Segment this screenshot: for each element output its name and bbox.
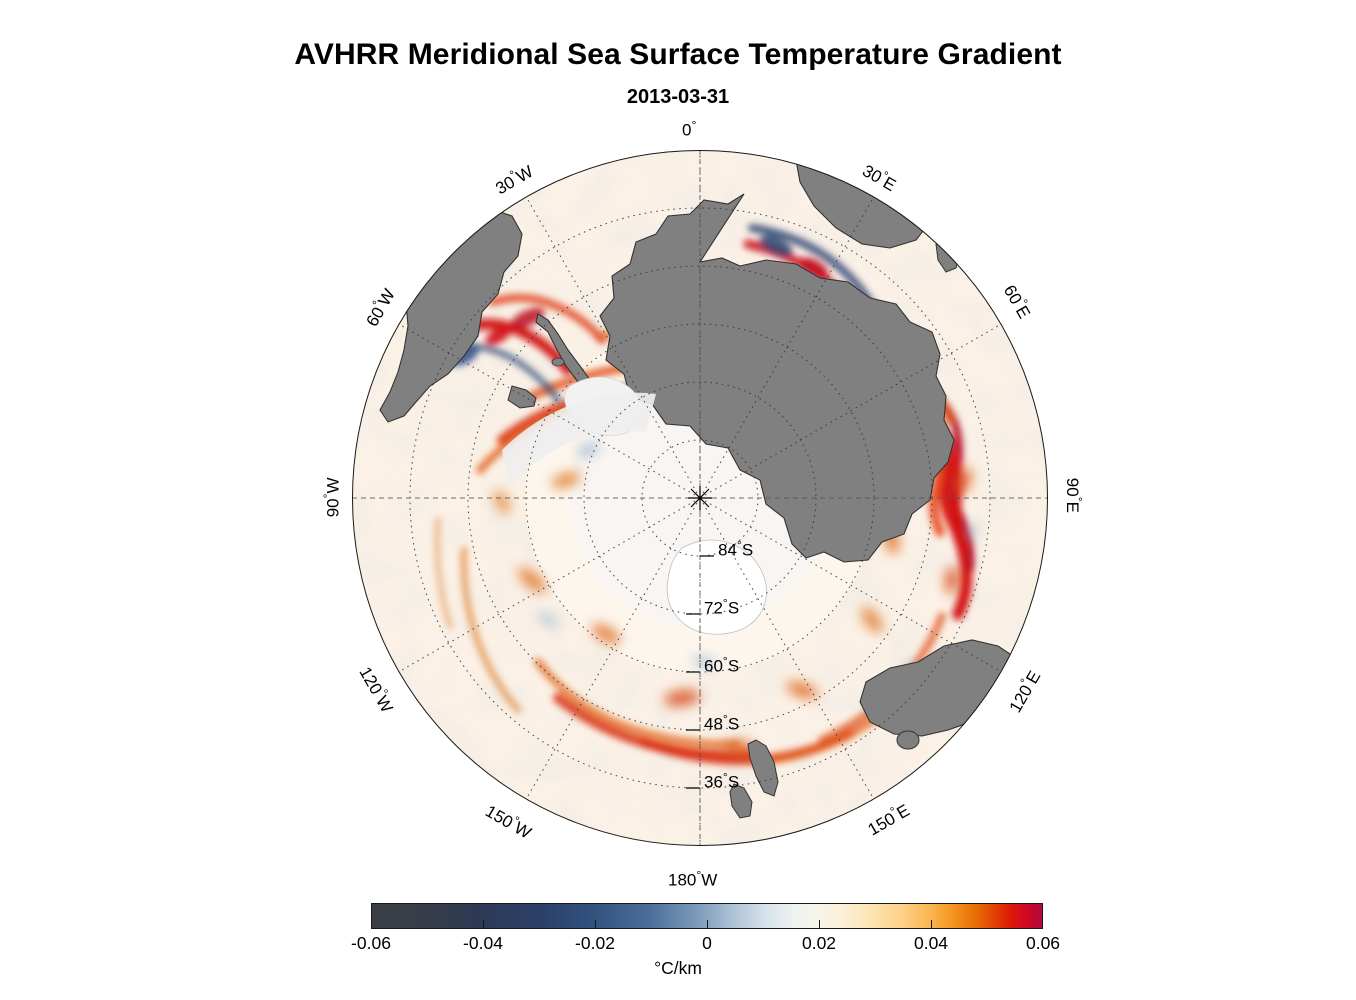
lat-label-60s: 60°S [704, 654, 740, 676]
colorbar-tick-0 [371, 920, 373, 929]
lat-label-36s: 36°S [704, 770, 740, 792]
lon-label-90w: 90°W [320, 477, 343, 518]
colorbar-tick-label-2: -0.02 [575, 933, 615, 953]
lon-label-90e: 90°E [1063, 477, 1085, 513]
colorbar-tick-5 [931, 920, 933, 929]
colorbar-tick-1 [483, 920, 485, 929]
colorbar-tick-2 [595, 920, 597, 929]
map-disc [352, 150, 1048, 846]
page-title: AVHRR Meridional Sea Surface Temperature… [294, 38, 1062, 71]
colorbar-tick-4 [819, 920, 821, 929]
lon-label-0: 0° [682, 118, 697, 140]
lon-label-180w: 180°W [668, 868, 718, 890]
colorbar-tick-3 [707, 920, 709, 929]
colorbar-tick-label-3: 0 [702, 933, 712, 953]
colorbar-tick-6 [1042, 920, 1044, 929]
colorbar-unit-label: °C/km [654, 958, 702, 978]
lat-label-48s: 48°S [704, 712, 740, 734]
land-masses [379, 150, 1048, 819]
colorbar[interactable] [371, 903, 1044, 929]
colorbar-tick-label-4: 0.02 [801, 933, 837, 953]
polar-map: 84°S 72°S 60°S 48°S 36°S [352, 150, 1048, 846]
colorbar-tick-label-0: -0.06 [351, 933, 391, 953]
colorbar-tick-label-6: 0.06 [1025, 933, 1061, 953]
graticule-grid [352, 150, 1048, 846]
lat-label-84s: 84°S [718, 538, 754, 560]
figure-subtitle: 2013-03-31 [626, 86, 730, 108]
colorbar-tick-label-5: 0.04 [913, 933, 949, 953]
lat-label-72s: 72°S [704, 596, 740, 618]
colorbar-tick-label-1: -0.04 [463, 933, 503, 953]
